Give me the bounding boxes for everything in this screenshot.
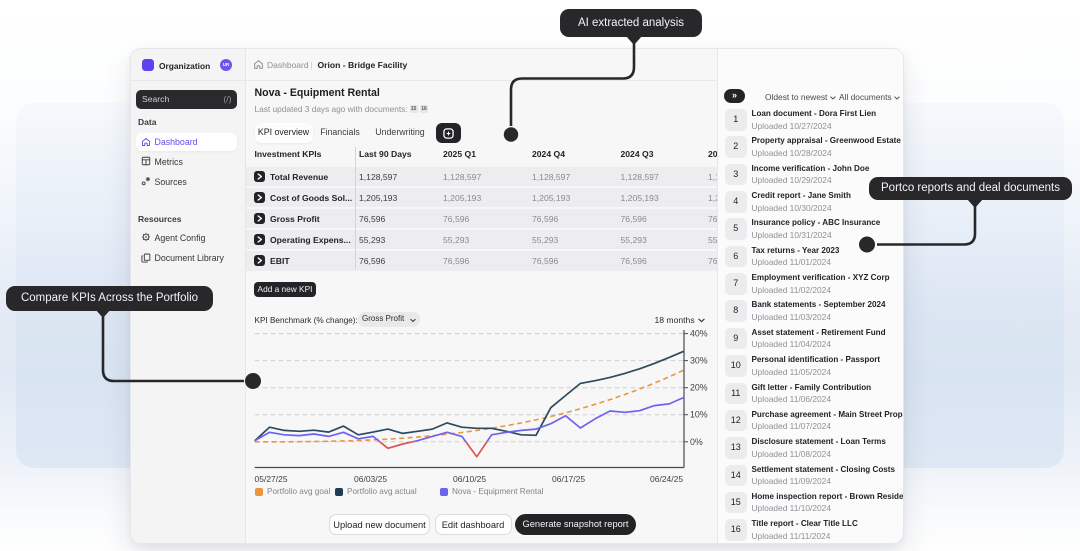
svg-text:40%: 40%: [690, 329, 708, 339]
svg-text:20%: 20%: [690, 383, 708, 393]
svg-text:10%: 10%: [690, 410, 708, 420]
svg-text:30%: 30%: [690, 356, 708, 366]
svg-text:0%: 0%: [690, 437, 703, 447]
